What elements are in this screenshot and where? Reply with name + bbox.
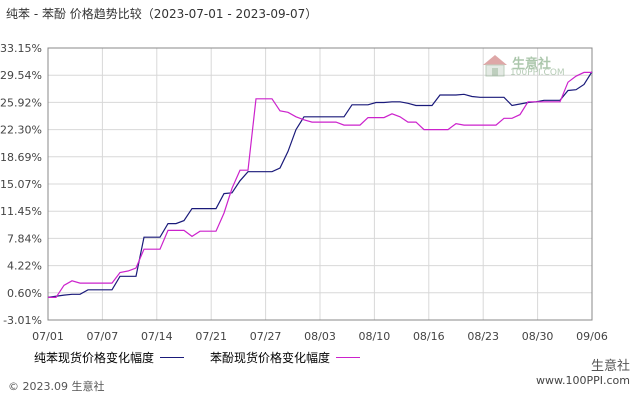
y-tick-label: 18.69% (0, 151, 42, 164)
x-tick-label: 07/07 (87, 330, 119, 343)
legend-swatch-phenol (336, 357, 361, 358)
legend-label-benzene: 纯苯现货价格变化幅度 (34, 351, 155, 365)
logo-site-text: 100PPI.COM (510, 68, 565, 78)
y-tick-label: 25.92% (0, 96, 42, 109)
legend-item-benzene: 纯苯现货价格变化幅度 (34, 349, 185, 366)
x-tick-label: 08/16 (413, 330, 445, 343)
house-logo-icon (483, 55, 507, 77)
legend-item-phenol: 苯酚现货价格变化幅度 (210, 349, 361, 366)
chart-title: 纯苯 - 苯酚 价格趋势比较（2023-07-01 - 2023-09-07） (6, 7, 318, 21)
legend-swatch-benzene (160, 357, 185, 358)
watermark-logo: 生意社 100PPI.COM (480, 52, 565, 82)
footer: © 2023.09 生意社 生意社 www.100PPI.com (0, 359, 640, 400)
chart-legend: 纯苯现货价格变化幅度 苯酚现货价格变化幅度 (0, 349, 640, 367)
y-tick-label: 4.22% (7, 260, 42, 273)
y-tick-label: 11.45% (0, 205, 42, 218)
series-line-phenol (48, 71, 592, 298)
corner-watermark: 生意社 www.100PPI.com (536, 355, 630, 387)
plot-area-border (47, 47, 593, 321)
y-tick-label: 33.15% (0, 42, 42, 55)
series-line-benzene (47, 71, 593, 298)
x-tick-label: 08/03 (304, 330, 336, 343)
x-tick-label: 08/23 (467, 330, 499, 343)
y-tick-label: 7.84% (7, 232, 42, 245)
series-lines (47, 71, 593, 298)
y-tick-label: -3.01% (3, 314, 42, 327)
copyright-text: © 2023.09 生意社 (8, 380, 105, 393)
legend-label-phenol: 苯酚现货价格变化幅度 (210, 351, 331, 365)
x-tick-label: 08/30 (522, 330, 554, 343)
y-tick-label: 15.07% (0, 178, 42, 191)
y-tick-label: 22.30% (0, 124, 42, 137)
x-tick-label: 07/21 (195, 330, 227, 343)
chart-grid (48, 48, 592, 320)
x-tick-label: 07/27 (250, 330, 282, 343)
x-tick-label: 08/10 (359, 330, 391, 343)
x-tick-label: 09/06 (576, 330, 608, 343)
y-tick-label: 0.60% (7, 287, 42, 300)
chart-axes (47, 47, 593, 321)
x-axis-ticks: 07/01 07/07 07/14 07/21 07/27 08/03 08/10 08/16… (32, 330, 608, 343)
y-axis-ticks: 33.15% 29.54% 25.92% 22.30% 18.69% 15.07% 11.4… (0, 42, 42, 327)
price-trend-chart: 33.15% 29.54% 25.92% 22.30% 18.69% 15.07% 11.4… (0, 42, 608, 343)
site-url-text: www.100PPI.com (536, 374, 630, 387)
x-tick-label: 07/14 (141, 330, 173, 343)
x-tick-label: 07/01 (32, 330, 64, 343)
logo-brand-text: 生意社 (512, 57, 552, 72)
y-tick-label: 29.54% (0, 69, 42, 82)
wechat-brand-text: 生意社 (590, 359, 630, 374)
